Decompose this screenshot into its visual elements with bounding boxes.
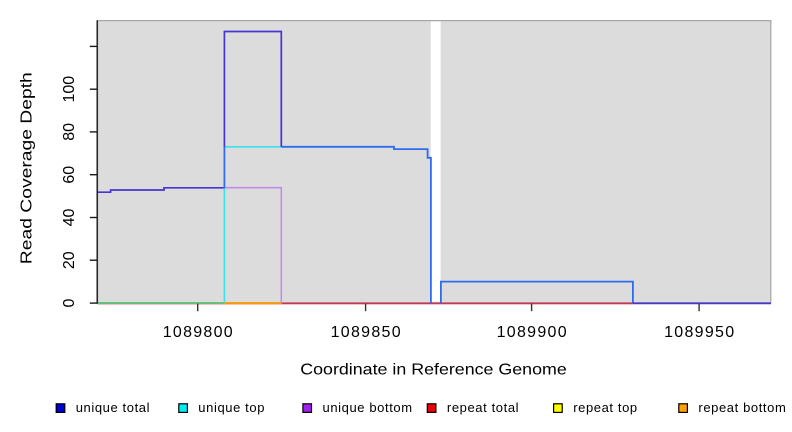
svg-text:repeat top: repeat top [573,400,638,415]
svg-text:repeat bottom: repeat bottom [698,400,786,415]
svg-text:1089850: 1089850 [331,324,401,341]
svg-text:Coordinate in Reference Genome: Coordinate in Reference Genome [300,362,567,379]
svg-text:repeat total: repeat total [447,400,519,415]
svg-text:40: 40 [61,209,78,227]
svg-text:100: 100 [61,76,78,103]
svg-text:80: 80 [61,123,78,141]
svg-text:1089800: 1089800 [163,324,233,341]
svg-text:60: 60 [61,166,78,184]
svg-text:Read Coverage Depth: Read Coverage Depth [18,72,35,264]
svg-text:unique total: unique total [76,400,150,415]
svg-text:unique bottom: unique bottom [323,400,413,415]
svg-text:unique top: unique top [198,400,265,415]
svg-text:0: 0 [61,299,78,308]
svg-text:1089950: 1089950 [664,324,734,341]
svg-text:1089900: 1089900 [497,324,567,341]
svg-text:20: 20 [61,251,78,269]
